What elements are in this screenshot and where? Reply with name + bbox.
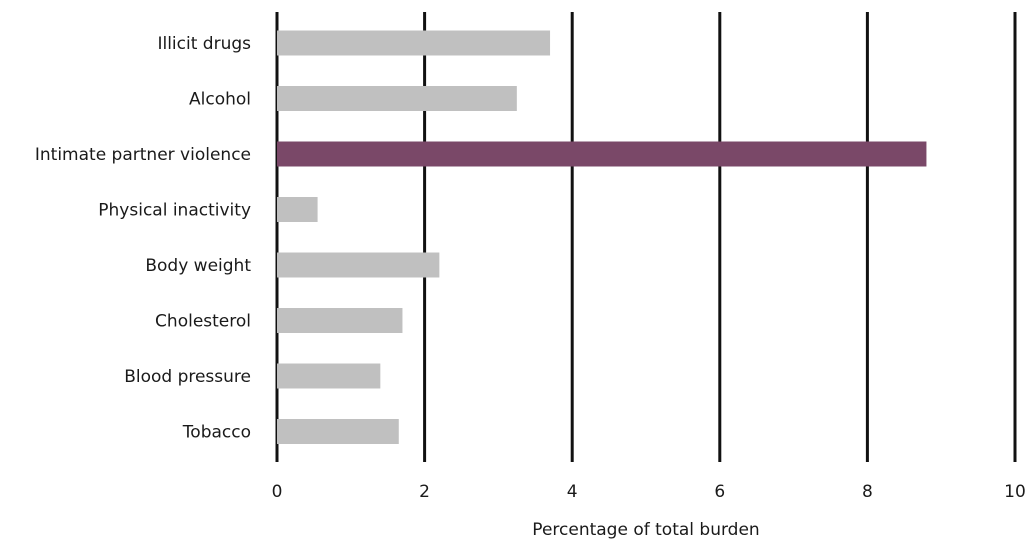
bar-blood-pressure <box>277 363 381 389</box>
category-label: Blood pressure <box>124 367 251 387</box>
category-label: Intimate partner violence <box>35 145 251 165</box>
category-label: Alcohol <box>189 90 251 110</box>
category-label: Cholesterol <box>155 312 251 332</box>
category-label: Body weight <box>145 256 251 276</box>
category-labels: Illicit drugs Alcohol Intimate partner vio… <box>35 34 251 443</box>
x-tick-label: 0 <box>272 482 283 502</box>
bar-cholesterol <box>277 308 403 333</box>
x-tick-label: 2 <box>419 482 430 502</box>
x-tick-label: 8 <box>862 482 873 502</box>
bar-body-weight <box>277 252 440 278</box>
gridlines <box>275 12 1017 462</box>
x-axis-title: Percentage of total burden <box>532 520 759 540</box>
bar-physical-inactivity <box>277 197 318 222</box>
x-tick-label: 6 <box>714 482 725 502</box>
category-label: Tobacco <box>182 423 251 443</box>
bars <box>277 30 927 444</box>
x-tick-label: 4 <box>567 482 578 502</box>
category-label: Physical inactivity <box>98 201 251 221</box>
x-tick-labels: 0 2 4 6 8 10 <box>272 482 1026 502</box>
bar-alcohol <box>277 86 517 111</box>
category-label: Illicit drugs <box>157 34 251 54</box>
x-tick-label: 10 <box>1004 482 1026 502</box>
bar-intimate-partner-violence <box>277 141 927 167</box>
bar-illicit-drugs <box>277 30 551 56</box>
bar-tobacco <box>277 419 399 444</box>
